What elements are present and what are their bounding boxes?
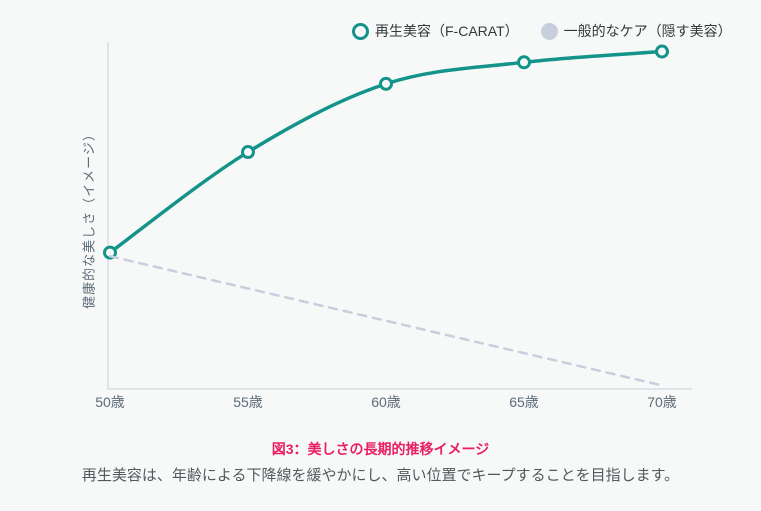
ring-marker-icon [352,22,369,40]
legend-label-general: 一般的なケア（隠す美容） [563,23,732,39]
legend: 再生美容（F-CARAT） 一般的なケア（隠す美容） [352,21,732,41]
x-tick-label: 50歳 [95,394,125,410]
chart-svg [103,42,692,390]
x-tick-label: 70歳 [647,394,677,410]
legend-item-regenerative: 再生美容（F-CARAT） [352,21,519,41]
x-tick-label: 65歳 [509,394,539,410]
y-axis-label: 健康的な美しさ（イメージ） [81,127,97,309]
legend-item-general: 一般的なケア（隠す美容） [540,21,732,41]
x-tick-label: 60歳 [371,394,401,410]
caption-title: 図3：美しさの長期的推移イメージ [271,441,490,457]
legend-label-regenerative: 再生美容（F-CARAT） [375,23,519,39]
caption: 図3：美しさの長期的推移イメージ 再生美容は、年齢による下降線を緩やかにし、高い… [0,439,761,485]
dot-marker-icon [540,22,558,40]
x-tick-label: 55歳 [233,394,263,410]
caption-body: 再生美容は、年齢による下降線を緩やかにし、高い位置でキープすることを目指します。 [81,467,680,484]
